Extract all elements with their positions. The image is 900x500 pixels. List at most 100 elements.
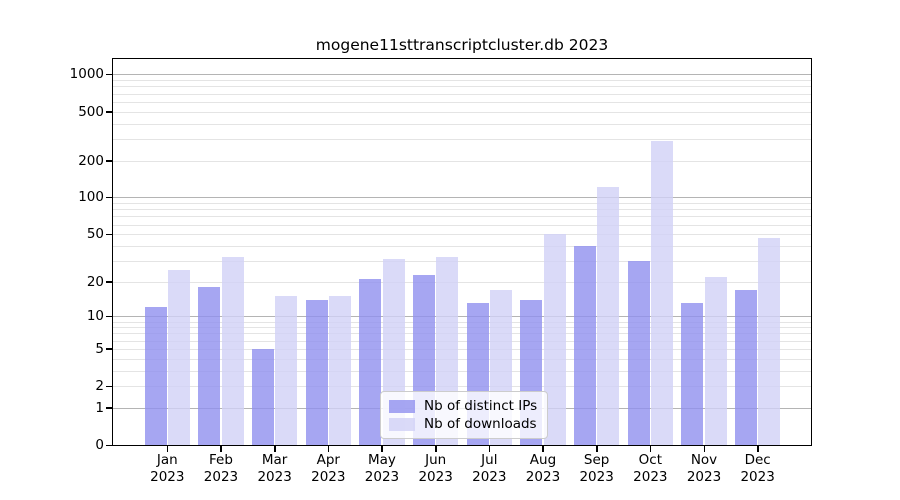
x-tick-month: Apr (316, 452, 340, 468)
x-tick-label: Dec 2023 (730, 452, 786, 486)
x-tick-month: Nov (690, 452, 718, 468)
x-axis-tick (327, 446, 330, 452)
bar-downloads-feb (221, 257, 244, 445)
x-tick-month: Jul (481, 452, 498, 468)
gridline-minor (113, 281, 811, 283)
legend-item-downloads: Nb of downloads (389, 415, 537, 433)
gridline-minor (113, 333, 811, 335)
gridline-minor (113, 93, 811, 95)
bar-ips-mar (252, 348, 275, 445)
bar-ips-apr (305, 299, 328, 445)
bar-ips-nov (681, 303, 704, 445)
legend-label-distinct-ips: Nb of distinct IPs (424, 398, 538, 414)
x-axis-tick (435, 446, 437, 452)
gridline-minor (113, 327, 811, 329)
y-tick-label: 5 (95, 340, 104, 357)
x-tick-month: Mar (261, 452, 288, 468)
legend-label-downloads: Nb of downloads (424, 416, 537, 432)
x-tick-year: 2023 (311, 469, 346, 485)
x-tick-year: 2023 (472, 469, 507, 485)
x-tick-year: 2023 (633, 469, 668, 485)
x-tick-year: 2023 (364, 469, 400, 485)
bar-downloads-mar (275, 296, 298, 445)
y-axis-tick (106, 111, 113, 113)
y-tick-label: 50 (86, 226, 104, 243)
x-tick-month: May (368, 452, 396, 468)
y-tick-label: 10 (86, 308, 104, 325)
y-axis-tick (106, 444, 113, 446)
x-tick-month: Dec (744, 452, 771, 468)
x-axis-tick (274, 446, 276, 452)
gridline-minor (113, 123, 811, 125)
plot-area (113, 59, 811, 445)
y-tick-label: 2 (95, 378, 104, 395)
gridline-minor (113, 260, 811, 262)
gridline-minor (113, 138, 811, 140)
legend-swatch-distinct-ips (389, 399, 415, 413)
gridline-minor (113, 340, 811, 342)
x-tick-label: Jan 2023 (139, 452, 195, 486)
x-axis-tick (166, 446, 169, 452)
y-tick-label: 100 (78, 189, 104, 206)
y-tick-label: 20 (86, 273, 104, 290)
bar-ips-may (359, 279, 382, 445)
x-tick-month: Sep (583, 452, 610, 468)
x-axis-tick (542, 446, 544, 452)
gridline-minor (113, 216, 811, 218)
x-axis-tick (381, 446, 383, 452)
y-tick-label: 1000 (69, 66, 104, 83)
y-tick-label: 0 (95, 437, 104, 453)
x-tick-month: Aug (529, 452, 557, 468)
gridline-minor (113, 234, 811, 236)
y-axis-tick (106, 196, 113, 199)
bar-downloads-aug (543, 234, 566, 445)
bar-downloads-oct (650, 141, 673, 445)
x-tick-label: Nov 2023 (676, 452, 732, 486)
x-tick-label: Jul 2023 (461, 452, 517, 486)
x-axis-tick (220, 446, 222, 452)
gridline-minor (113, 203, 811, 205)
legend-item-distinct-ips: Nb of distinct IPs (389, 397, 537, 415)
gridline-minor (113, 370, 811, 372)
y-axis-tick (106, 407, 113, 409)
y-tick-label: 500 (78, 103, 104, 120)
x-tick-month: Jan (156, 452, 178, 468)
x-axis-tick (596, 446, 598, 452)
bar-downloads-dec (758, 238, 781, 445)
y-axis-tick (106, 281, 113, 283)
x-tick-year: 2023 (686, 469, 722, 485)
legend-swatch-downloads (389, 417, 415, 431)
gridline-minor (113, 224, 811, 226)
x-axis-tick (703, 446, 705, 452)
gridline-minor (113, 209, 811, 211)
gridline-minor (113, 245, 811, 247)
x-tick-year: 2023 (579, 469, 614, 485)
bar-ips-sep (574, 245, 597, 445)
gridline-major (113, 316, 811, 318)
x-tick-label: Aug 2023 (515, 452, 571, 486)
y-axis-tick (106, 73, 113, 76)
gridline-minor (113, 86, 811, 88)
y-axis-tick (106, 315, 113, 318)
x-tick-year: 2023 (203, 469, 239, 485)
bar-downloads-nov (704, 276, 727, 445)
y-axis-tick (106, 233, 113, 236)
bar-downloads-jan (167, 270, 190, 445)
x-tick-year: 2023 (418, 469, 453, 485)
x-tick-label: Mar 2023 (247, 452, 303, 486)
y-axis-tick (106, 348, 113, 350)
gridline-minor (113, 160, 811, 162)
x-tick-year: 2023 (150, 469, 185, 485)
bar-ips-oct (627, 260, 650, 445)
gridline-minor (113, 80, 811, 82)
gridline-minor (113, 111, 811, 113)
x-tick-label: Jun 2023 (408, 452, 464, 486)
y-axis-tick (106, 160, 113, 162)
x-tick-label: Sep 2023 (569, 452, 625, 486)
x-tick-label: Apr 2023 (300, 452, 356, 486)
bar-ips-jan (144, 307, 167, 445)
x-tick-month: Oct (638, 452, 662, 468)
x-axis-tick (649, 446, 652, 452)
bar-downloads-apr (328, 296, 351, 445)
